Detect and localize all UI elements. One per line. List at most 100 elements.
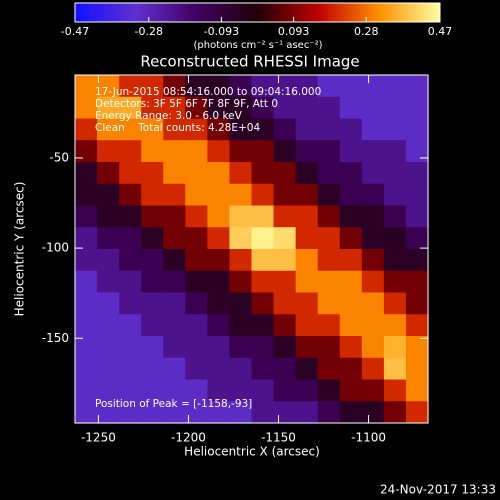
heatmap-cell xyxy=(383,292,407,315)
heatmap-cell xyxy=(405,227,429,250)
heatmap-cell xyxy=(295,140,319,163)
colorbar-tick-label: 0.47 xyxy=(428,25,453,38)
heatmap-cell xyxy=(75,227,98,250)
y-tick-label: -50 xyxy=(49,150,69,164)
heatmap-cell xyxy=(405,401,429,424)
heatmap-cell xyxy=(207,227,231,250)
heatmap-cell xyxy=(97,205,120,228)
heatmap-cell xyxy=(163,205,186,228)
heatmap-cell xyxy=(317,401,341,424)
annotation: 17-Jun-2015 08:54:16.000 to 09:04:16.000 xyxy=(95,86,321,98)
heatmap-cell xyxy=(119,183,142,207)
heatmap-cell xyxy=(361,357,385,381)
heatmap-cell xyxy=(75,314,98,337)
heatmap-cell xyxy=(339,292,363,315)
heatmap-cell xyxy=(383,357,407,381)
heatmap-cell xyxy=(141,205,164,228)
heatmap-cell xyxy=(163,118,186,141)
heatmap-cell xyxy=(185,96,208,120)
heatmap-cell xyxy=(229,336,253,359)
heatmap-cell xyxy=(97,183,120,207)
heatmap-cell xyxy=(339,227,363,250)
heatmap-cell xyxy=(273,227,297,250)
heatmap-cell xyxy=(97,314,120,337)
heatmap-cell xyxy=(97,118,120,141)
heatmap-cell xyxy=(119,118,142,141)
heatmap-cell xyxy=(361,379,385,402)
heatmap-cell xyxy=(295,75,319,98)
heatmap-cell xyxy=(119,401,142,424)
heatmap-cell xyxy=(295,227,319,250)
heatmap-cell xyxy=(273,401,297,424)
heatmap-cell xyxy=(383,227,407,250)
heatmap-cell xyxy=(207,292,231,315)
peak-label: Position of Peak = [-1158,-93] xyxy=(95,398,252,410)
x-tick-label: -1250 xyxy=(81,431,116,445)
x-tick-label: -1200 xyxy=(171,431,206,445)
heatmap-cell xyxy=(185,357,208,381)
heatmap-cell xyxy=(405,162,429,185)
heatmap-cell xyxy=(317,379,341,402)
heatmap-cell xyxy=(295,183,319,207)
heatmap-cell xyxy=(75,96,98,120)
heatmap-cell xyxy=(97,227,120,250)
heatmap-cell xyxy=(273,292,297,315)
heatmap-cell xyxy=(405,140,429,163)
heatmap-cell xyxy=(383,270,407,294)
heatmap-cell xyxy=(361,183,385,207)
y-tick-label: -150 xyxy=(42,331,69,345)
heatmap-cell xyxy=(273,140,297,163)
heatmap-cell xyxy=(295,249,319,272)
heatmap-cell xyxy=(273,96,297,120)
heatmap-cell xyxy=(339,336,363,359)
heatmap-cell xyxy=(185,314,208,337)
heatmap-cell xyxy=(75,379,98,402)
heatmap-cell xyxy=(339,270,363,294)
colorbar-tick-label: -0.47 xyxy=(61,25,89,38)
heatmap-cell xyxy=(295,270,319,294)
heatmap-cell xyxy=(229,183,253,207)
heatmap-cell xyxy=(251,379,275,402)
heatmap-cell xyxy=(163,183,186,207)
heatmap-cell xyxy=(251,96,275,120)
colorbar-tick-label: 0.093 xyxy=(278,25,310,38)
heatmap-cell xyxy=(141,379,164,402)
heatmap-cell xyxy=(405,314,429,337)
heatmap-cell xyxy=(405,205,429,228)
heatmap-cell xyxy=(75,270,98,294)
heatmap-cell xyxy=(163,96,186,120)
heatmap-cell xyxy=(361,96,385,120)
heatmap-cell xyxy=(229,401,253,424)
heatmap-cell xyxy=(163,314,186,337)
heatmap-cell xyxy=(97,96,120,120)
heatmap-cell xyxy=(163,162,186,185)
annotations: 17-Jun-2015 08:54:16.000 to 09:04:16.000… xyxy=(95,86,321,410)
chart-title: Reconstructed RHESSI Image xyxy=(140,53,359,71)
heatmap-cell xyxy=(163,270,186,294)
heatmap-cell xyxy=(141,249,164,272)
heatmap-cell xyxy=(207,183,231,207)
heatmap-cell xyxy=(273,205,297,228)
heatmap-cell xyxy=(141,75,164,98)
heatmap-cell xyxy=(207,270,231,294)
heatmap-cell xyxy=(361,118,385,141)
heatmap-cell xyxy=(273,118,297,141)
heatmap-cell xyxy=(141,292,164,315)
heatmap-cell xyxy=(75,140,98,163)
heatmap-cell xyxy=(361,292,385,315)
heatmap-cell xyxy=(141,183,164,207)
heatmap-cell xyxy=(317,270,341,294)
heatmap-cell xyxy=(295,314,319,337)
heatmap-cell xyxy=(317,140,341,163)
heatmap-cell xyxy=(251,75,275,98)
heatmap-cell xyxy=(141,401,164,424)
heatmap-cell xyxy=(97,162,120,185)
heatmap-cell xyxy=(229,162,253,185)
heatmap-cell xyxy=(207,162,231,185)
heatmap-cell xyxy=(405,118,429,141)
annotation: Detectors: 3F 5F 6F 7F 8F 9F, Att 0 xyxy=(95,98,278,110)
heatmap-cell xyxy=(405,75,429,98)
heatmap-cell xyxy=(75,118,98,141)
heatmap-cell xyxy=(317,75,341,98)
